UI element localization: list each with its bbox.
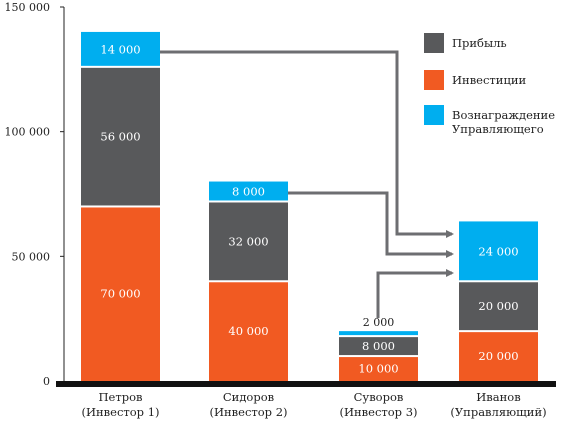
category-label: Суворов: [354, 390, 404, 404]
data-label: 20 000: [478, 299, 518, 313]
profit-segment: [459, 281, 538, 332]
data-label: 56 000: [100, 130, 140, 144]
data-label: 10 000: [358, 362, 398, 376]
profit-segment: [209, 201, 288, 282]
flow-arrow: [288, 191, 454, 258]
fee-segment: [339, 331, 418, 337]
legend-label: Инвестиции: [452, 73, 527, 87]
investment-segment: [459, 331, 538, 381]
data-label: 24 000: [478, 244, 518, 258]
investment-segment: [209, 281, 288, 381]
investment-segment: [339, 356, 418, 381]
data-label: 20 000: [478, 349, 518, 363]
x-axis-baseline: [56, 381, 556, 387]
legend-label: Прибыль: [452, 36, 507, 50]
y-tick-label: 50 000: [12, 250, 51, 263]
y-tick-label: 100 000: [5, 126, 51, 139]
y-tick-label: 0: [43, 375, 50, 388]
segment-separator: [209, 200, 288, 203]
category-label: Иванов: [476, 390, 520, 404]
data-label: 40 000: [228, 324, 268, 338]
data-label: 8 000: [232, 185, 265, 199]
segment-separator: [81, 205, 160, 208]
segment-separator: [339, 335, 418, 338]
data-label: 2 000: [363, 316, 395, 329]
data-label: 70 000: [100, 287, 140, 301]
data-label: 14 000: [100, 42, 140, 56]
fee-segment: [459, 221, 538, 282]
category-label: (Инвестор 1): [81, 405, 159, 419]
legend-label: Вознаграждение: [452, 108, 555, 122]
profit-segment: [339, 336, 418, 357]
category-label: (Инвестор 2): [209, 405, 287, 419]
profit-segment: [81, 66, 160, 207]
flow-arrow: [376, 269, 454, 318]
investment-segment: [81, 206, 160, 381]
legend-label: Управляющего: [452, 122, 544, 136]
category-label: Петров: [99, 390, 143, 404]
data-label: 8 000: [362, 339, 395, 353]
legend-swatch: [424, 105, 444, 125]
fee-segment: [81, 31, 160, 67]
flow-arrow: [160, 50, 454, 238]
segment-separator: [209, 280, 288, 283]
category-label: (Инвестор 3): [339, 405, 417, 419]
legend-swatch: [424, 70, 444, 90]
category-label: Сидоров: [223, 390, 274, 404]
fee-segment: [209, 181, 288, 202]
legend-swatch: [424, 33, 444, 53]
segment-separator: [459, 330, 538, 333]
y-tick-label: 150 000: [5, 1, 51, 14]
category-label: (Управляющий): [450, 405, 546, 419]
segment-separator: [81, 65, 160, 68]
segment-separator: [459, 280, 538, 283]
data-label: 32 000: [228, 234, 268, 248]
segment-separator: [339, 355, 418, 358]
